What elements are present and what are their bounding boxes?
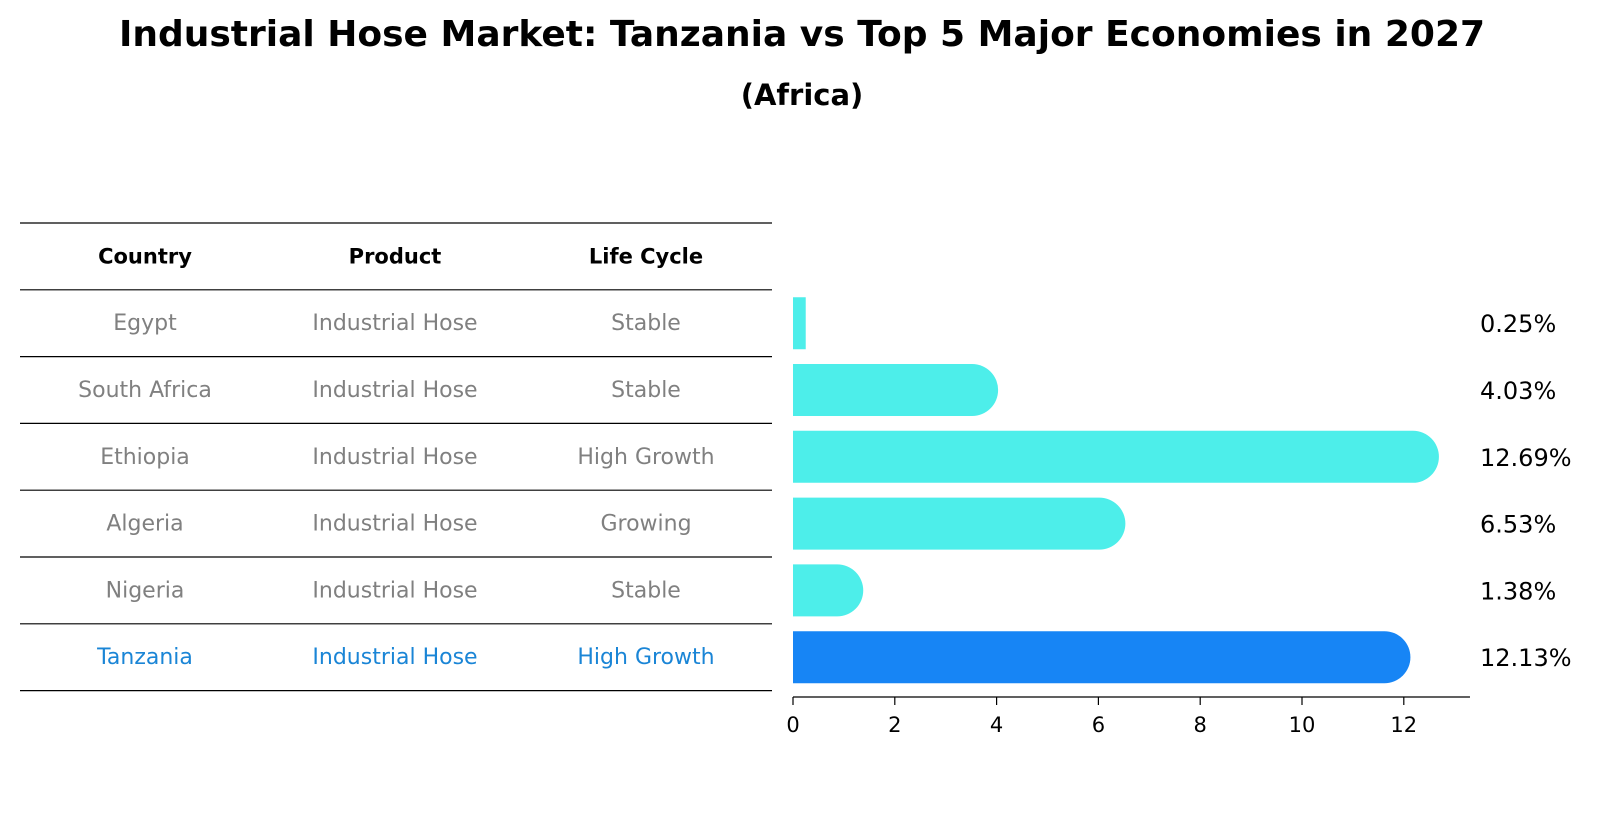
table-cell-country: Tanzania	[96, 645, 193, 670]
bar-algeria	[793, 497, 1126, 550]
chart-title: Industrial Hose Market: Tanzania vs Top …	[118, 14, 1486, 55]
table-cell-life-cycle: High Growth	[577, 645, 714, 670]
table-cell-country: South Africa	[78, 378, 212, 403]
table-cell-life-cycle: Stable	[611, 578, 681, 603]
x-tick-label: 4	[990, 713, 1003, 737]
value-labels: 0.25% 4.03% 12.69% 6.53% 1.38% 12.13%	[1480, 310, 1572, 672]
table-header-life-cycle: Life Cycle	[589, 244, 703, 268]
table-cell-country: Nigeria	[106, 578, 185, 603]
x-tick-label: 2	[888, 713, 901, 737]
table-cell-life-cycle: Stable	[611, 311, 681, 336]
bar-tanzania	[793, 631, 1411, 684]
table-cell-product: Industrial Hose	[312, 578, 477, 603]
value-label-tanzania: 12.13%	[1480, 644, 1572, 672]
value-label-algeria: 6.53%	[1480, 511, 1556, 539]
table-cell-life-cycle: High Growth	[577, 445, 714, 470]
table-cell-country: Algeria	[106, 512, 183, 537]
table-cell-life-cycle: Growing	[600, 512, 691, 537]
table-cell-country: Ethiopia	[100, 445, 190, 470]
value-label-ethiopia: 12.69%	[1480, 444, 1572, 472]
x-tick-label: 10	[1289, 713, 1316, 737]
bar-chart	[793, 297, 1439, 684]
bar-egypt	[793, 297, 806, 350]
x-tick-label: 8	[1194, 713, 1207, 737]
table-header-country: Country	[98, 244, 192, 268]
table-cell-product: Industrial Hose	[312, 311, 477, 336]
bar-ethiopia	[793, 430, 1439, 483]
data-table: Country Product Life Cycle Egypt Industrial …	[20, 222, 772, 692]
value-label-nigeria: 1.38%	[1480, 577, 1556, 605]
bar-nigeria	[793, 564, 864, 617]
chart-subtitle: (Africa)	[740, 78, 864, 112]
value-label-south-africa: 4.03%	[1480, 377, 1556, 405]
bar-south-africa	[793, 364, 999, 416]
x-tick-label: 0	[786, 713, 799, 737]
table-header-product: Product	[349, 244, 442, 268]
x-tick-label: 12	[1390, 713, 1417, 737]
table-cell-product: Industrial Hose	[312, 445, 477, 470]
table-cell-life-cycle: Stable	[611, 378, 681, 403]
x-tick-label: 6	[1092, 713, 1105, 737]
table-cell-product: Industrial Hose	[312, 512, 477, 537]
table-cell-product: Industrial Hose	[312, 378, 477, 403]
table-cell-product: Industrial Hose	[312, 645, 477, 670]
value-label-egypt: 0.25%	[1480, 310, 1556, 338]
table-cell-country: Egypt	[113, 311, 177, 336]
x-axis: 0 2 4 6 8 10 12	[786, 696, 1470, 737]
